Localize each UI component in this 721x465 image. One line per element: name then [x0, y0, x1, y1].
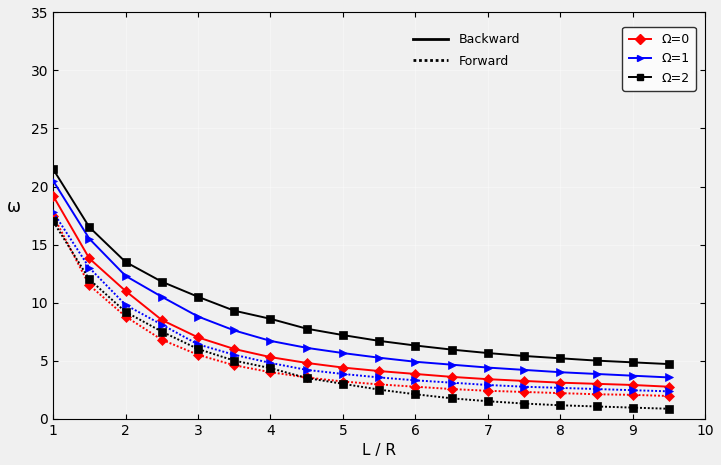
Y-axis label: ω: ω	[7, 198, 21, 216]
Legend: Ω=0, Ω=1, Ω=2: Ω=0, Ω=1, Ω=2	[622, 27, 696, 91]
X-axis label: L / R: L / R	[362, 443, 396, 458]
